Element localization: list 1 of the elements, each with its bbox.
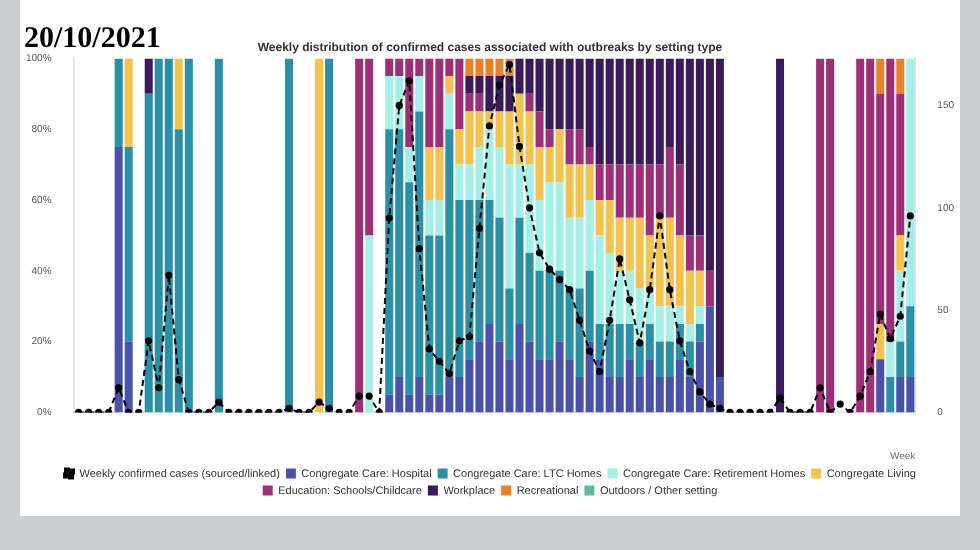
text: 20/10/2021 <box>24 22 161 55</box>
